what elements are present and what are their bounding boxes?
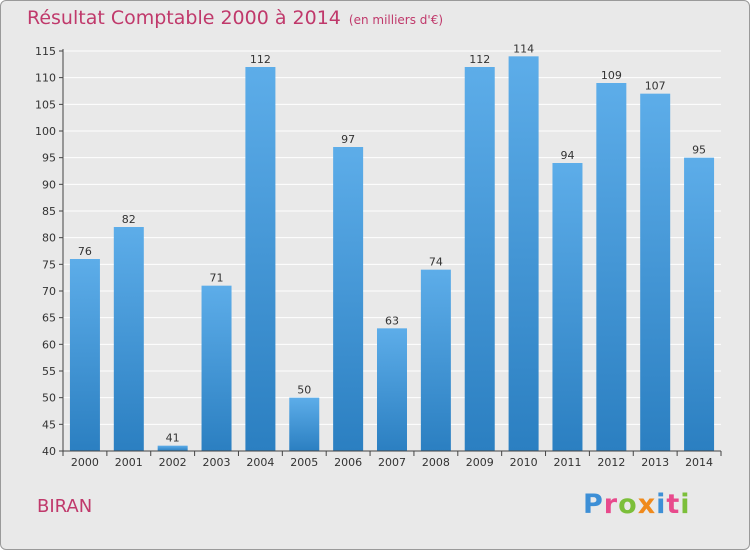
data-labels: 76 82 41 71 112 50 97 63 74 112 114 94 109 107 95 xyxy=(78,42,706,444)
y-tick-label: 90 xyxy=(42,178,56,191)
data-label-2003: 71 xyxy=(210,272,224,285)
x-tick-label-2012: 2012 xyxy=(597,456,625,469)
x-tick-label-2009: 2009 xyxy=(466,456,494,469)
data-label-2009: 112 xyxy=(469,53,490,66)
data-label-2013: 107 xyxy=(645,80,666,93)
bar-2003 xyxy=(201,285,232,451)
data-label-2007: 63 xyxy=(385,314,399,327)
proxiti-logo: Proxiti xyxy=(583,489,691,520)
bar-2013 xyxy=(640,93,671,452)
x-tick-label-2000: 2000 xyxy=(71,456,99,469)
x-tick-label-2013: 2013 xyxy=(641,456,669,469)
bar-2001 xyxy=(113,227,144,451)
y-tick-label: 40 xyxy=(42,445,56,458)
x-tick-label-2001: 2001 xyxy=(115,456,143,469)
y-tick-label: 115 xyxy=(35,45,56,58)
x-tick-label-2006: 2006 xyxy=(334,456,362,469)
chart-subtitle: (en milliers d'€) xyxy=(348,13,444,27)
y-tick-label: 80 xyxy=(42,232,56,245)
y-tick-label: 55 xyxy=(42,365,56,378)
data-label-2005: 50 xyxy=(297,384,311,397)
data-label-2012: 109 xyxy=(601,69,622,82)
y-tick-label: 70 xyxy=(42,285,56,298)
bar-2010 xyxy=(508,56,539,451)
x-tick-label-2002: 2002 xyxy=(159,456,187,469)
data-label-2001: 82 xyxy=(122,213,136,226)
y-tick-label: 100 xyxy=(35,125,56,138)
x-tick-label-2010: 2010 xyxy=(510,456,538,469)
y-tick-label: 105 xyxy=(35,98,56,111)
data-label-2006: 97 xyxy=(341,133,355,146)
bar-2012 xyxy=(596,83,627,451)
y-tick-label: 45 xyxy=(42,418,56,431)
y-tick-label: 110 xyxy=(35,72,56,85)
x-tick-label-2005: 2005 xyxy=(290,456,318,469)
x-axis-ticks: 2000 2001 2002 2003 2004 2005 2006 2007 2008 2009… xyxy=(62,451,722,469)
x-tick-label-2003: 2003 xyxy=(203,456,231,469)
data-label-2014: 95 xyxy=(692,144,706,157)
y-axis-ticks: 40 45 50 55 60 65 70 75 80 85 90 95 100 105 110 115 xyxy=(35,45,63,458)
data-label-2002: 41 xyxy=(166,432,180,445)
y-tick-label: 95 xyxy=(42,152,56,165)
bar-2005 xyxy=(289,397,320,451)
commune-name: BIRAN xyxy=(37,496,93,517)
y-tick-label: 50 xyxy=(42,392,56,405)
data-label-2008: 74 xyxy=(429,256,443,269)
y-tick-label: 75 xyxy=(42,258,56,271)
x-tick-label-2004: 2004 xyxy=(246,456,274,469)
y-tick-label: 85 xyxy=(42,205,56,218)
data-label-2011: 94 xyxy=(560,149,574,162)
bar-2004 xyxy=(245,67,276,451)
bar-2006 xyxy=(333,147,364,451)
x-tick-label-2014: 2014 xyxy=(685,456,713,469)
bar-2009 xyxy=(464,67,495,451)
bars xyxy=(69,56,715,452)
chart-title-text: Résultat Comptable 2000 à 2014 xyxy=(27,7,341,29)
x-tick-label-2008: 2008 xyxy=(422,456,450,469)
y-tick-label: 60 xyxy=(42,338,56,351)
data-label-2010: 114 xyxy=(513,42,534,55)
bar-2008 xyxy=(420,269,451,451)
data-label-2000: 76 xyxy=(78,245,92,258)
data-label-2004: 112 xyxy=(250,53,271,66)
y-tick-label: 65 xyxy=(42,312,56,325)
bar-2002 xyxy=(157,445,188,451)
bar-2007 xyxy=(377,328,407,451)
x-tick-label-2007: 2007 xyxy=(378,456,406,469)
bar-2014 xyxy=(684,157,715,451)
chart-title: Résultat Comptable 2000 à 2014 (en millie… xyxy=(27,7,443,29)
bar-2000 xyxy=(69,259,100,451)
x-tick-label-2011: 2011 xyxy=(553,456,581,469)
bar-2011 xyxy=(552,163,583,451)
